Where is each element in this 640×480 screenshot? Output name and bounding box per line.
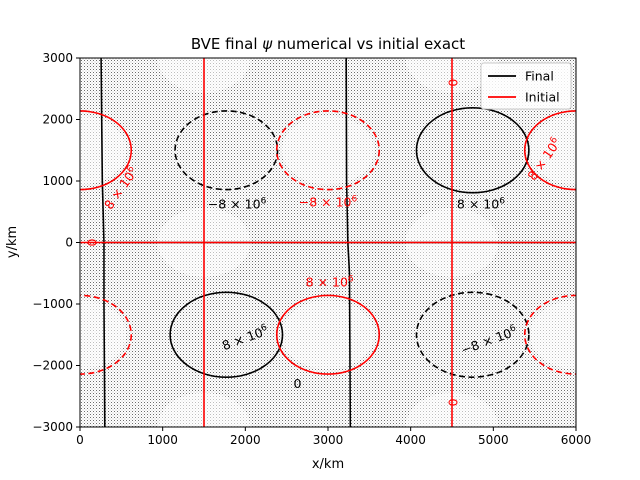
initial-contour-label: −8 × 106	[299, 195, 358, 210]
svg-text:0: 0	[84, 238, 99, 246]
x-tick-label: 0	[76, 433, 84, 447]
x-tick-label: 5000	[478, 433, 509, 447]
light-texture-blob	[80, 115, 127, 185]
initial-contour-positive	[275, 294, 381, 375]
final-contour-negative	[174, 110, 279, 191]
initial-contour-negative	[80, 294, 133, 375]
initial-contour-label: 0	[446, 79, 461, 87]
y-tick-label: −2000	[32, 359, 73, 373]
final-contour-positive	[415, 107, 530, 194]
svg-text:−8 × 106: −8 × 106	[299, 195, 358, 210]
svg-text:0: 0	[446, 398, 461, 406]
x-tick-label: 4000	[395, 433, 426, 447]
y-axis: −3000 −2000 −1000 0 1000 2000 3000	[32, 51, 80, 434]
legend-label-initial: Initial	[525, 90, 560, 105]
legend: Final Initial	[480, 62, 572, 110]
svg-text:0: 0	[446, 79, 461, 87]
title-suffix: numerical vs initial exact	[272, 35, 465, 53]
final-contour-label: 0	[293, 376, 301, 391]
y-tick-label: 3000	[42, 51, 73, 65]
initial-contour-positive	[80, 110, 133, 191]
svg-text:0: 0	[293, 376, 301, 391]
svg-text:8 × 106: 8 × 106	[457, 196, 505, 211]
svg-text:−8 × 106: −8 × 106	[208, 196, 267, 211]
final-contour-label: 8 × 106	[457, 196, 505, 211]
title-prefix: BVE final	[191, 35, 262, 53]
x-tick-label: 6000	[561, 433, 592, 447]
svg-text:8 × 106: 8 × 106	[306, 274, 354, 289]
legend-label-final: Final	[525, 69, 554, 84]
x-tick-label: 1000	[147, 433, 178, 447]
contour-layer	[80, 58, 576, 427]
final-contour-label: −8 × 106	[208, 196, 267, 211]
light-texture-blob	[281, 115, 375, 185]
light-texture-blob	[281, 300, 375, 370]
y-tick-label: −1000	[32, 297, 73, 311]
light-texture-blob	[529, 115, 576, 185]
initial-contour-label: 8 × 106	[306, 274, 354, 289]
x-tick-label: 2000	[230, 433, 261, 447]
x-tick-label: 3000	[313, 433, 344, 447]
initial-contour-negative	[275, 110, 381, 191]
x-axis: 0 1000 2000 3000 4000 5000 6000	[76, 427, 591, 447]
y-tick-label: 0	[65, 236, 73, 250]
initial-contour-label: 0	[84, 238, 99, 246]
light-texture-blob	[529, 300, 576, 370]
title-psi-symbol: ψ	[262, 35, 273, 53]
y-tick-label: 2000	[42, 113, 73, 127]
y-axis-label: y/km	[5, 226, 20, 258]
final-contour-positive	[169, 291, 284, 378]
y-tick-label: −3000	[32, 420, 73, 434]
x-axis-label: x/km	[312, 457, 344, 472]
chart-title: BVE final ψ numerical vs initial exact	[191, 35, 465, 53]
light-texture-blob	[80, 300, 127, 370]
initial-contour-label: 0	[446, 398, 461, 406]
final-contour-negative	[415, 291, 530, 378]
y-tick-label: 1000	[42, 174, 73, 188]
